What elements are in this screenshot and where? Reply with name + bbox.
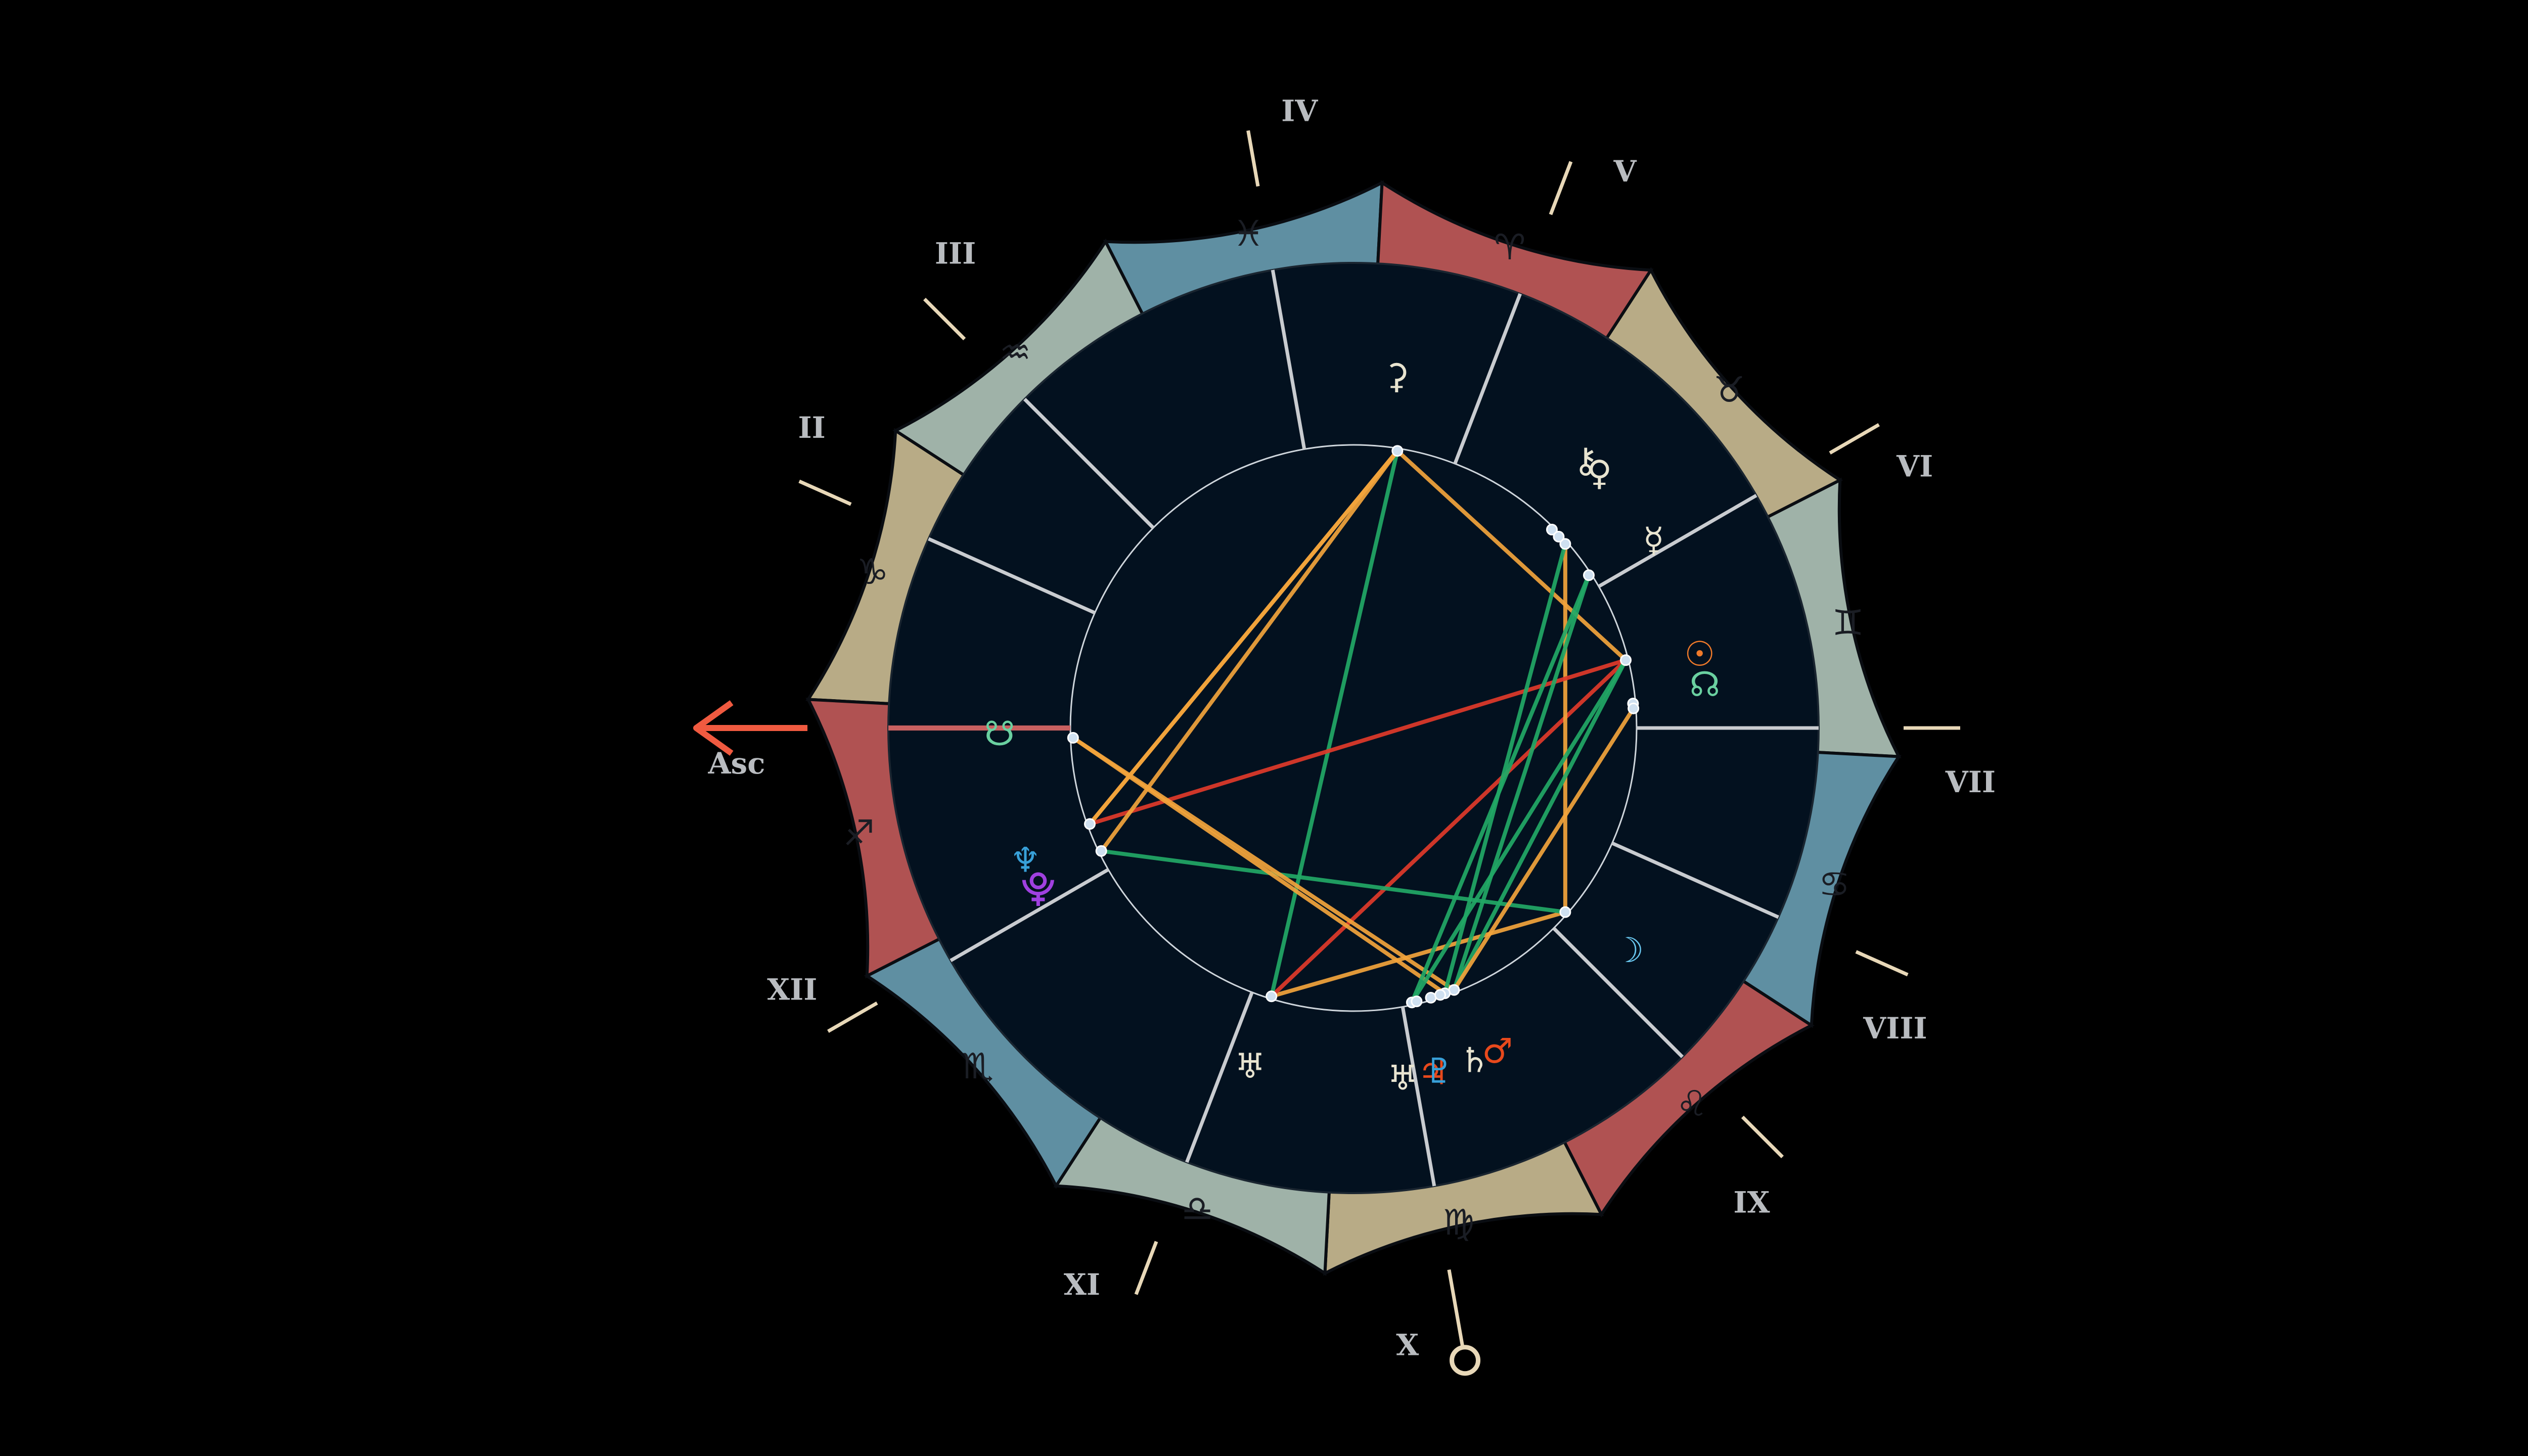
house-label: VI bbox=[1896, 449, 1933, 483]
house-cusp-line bbox=[1598, 493, 1757, 588]
house-tick bbox=[1855, 950, 1909, 977]
house-label: VII bbox=[1945, 765, 1996, 799]
neptune-icon: ♆ bbox=[1010, 841, 1041, 881]
house-tick bbox=[798, 479, 852, 506]
aspect-line-saturn-south-node bbox=[1072, 736, 1446, 995]
house-cusp-line bbox=[1271, 269, 1306, 450]
south-node-point bbox=[1067, 732, 1079, 744]
uranus-small-icon: ♅ bbox=[1387, 1059, 1418, 1099]
house-tick bbox=[1447, 1269, 1464, 1346]
gemini-sign-icon: ♊ bbox=[1832, 602, 1864, 644]
neptune-point bbox=[1095, 845, 1107, 857]
moon-icon: ☽ bbox=[1613, 931, 1644, 971]
mars-icon: ♂ bbox=[1482, 1031, 1513, 1071]
saturn-icon: ♄ bbox=[1459, 1040, 1490, 1080]
pisces-sign-icon: ♓ bbox=[1233, 213, 1265, 254]
aspect-line-uranus-ceres bbox=[1269, 450, 1400, 997]
pluto-icon: ♇ bbox=[1424, 1052, 1455, 1091]
house-cusp-line bbox=[928, 537, 1096, 615]
house-cusp-line bbox=[950, 868, 1109, 963]
house-label: VIII bbox=[1863, 1011, 1927, 1045]
aspect-line-ceres-neptune bbox=[1099, 449, 1400, 852]
aspect-lines bbox=[1072, 449, 1636, 1004]
house-cusps bbox=[798, 130, 1960, 1376]
house-tick bbox=[923, 297, 966, 341]
uranus-point bbox=[1266, 990, 1278, 1003]
sun-point bbox=[1620, 654, 1632, 666]
ascendant-arrow-icon bbox=[693, 700, 734, 756]
chiron-point bbox=[1546, 524, 1558, 536]
house-tick bbox=[1134, 1241, 1158, 1295]
ceres-icon: ⚳ bbox=[1384, 357, 1409, 397]
mercury-point bbox=[1583, 569, 1595, 581]
capricorn-sign-icon: ♑ bbox=[857, 551, 889, 593]
pluto-point bbox=[1425, 992, 1437, 1004]
ceres-point bbox=[1391, 445, 1404, 457]
virgo-sign-icon: ♍ bbox=[1443, 1202, 1475, 1243]
house-cusp-line bbox=[1552, 927, 1684, 1059]
south-node-icon: ☋ bbox=[984, 714, 1015, 754]
mercury-icon: ☿ bbox=[1643, 521, 1664, 561]
house-tick bbox=[827, 1001, 878, 1033]
venus-icon: ♀ bbox=[1587, 453, 1612, 493]
house-tick bbox=[1829, 423, 1880, 455]
aspect-line-jupiter-sun bbox=[1410, 659, 1628, 1004]
venus-point bbox=[1559, 538, 1571, 550]
libra-sign-icon: ♎ bbox=[1182, 1188, 1213, 1230]
house-label: IX bbox=[1733, 1185, 1770, 1219]
aspect-line-pluto-alt-ceres bbox=[1088, 449, 1399, 826]
leo-sign-icon: ♌ bbox=[1676, 1083, 1708, 1124]
aspect-line-sun-mars bbox=[1452, 659, 1628, 991]
pluto-alt-icon: ⯓ bbox=[1021, 869, 1055, 908]
extra-2-point bbox=[1628, 702, 1640, 714]
planet-markers: ♃♂♄♇♅♅☽☉☿♀⚷⚳♆⯓☋☊ bbox=[984, 357, 1720, 1099]
cancer-sign-icon: ♋ bbox=[1819, 863, 1850, 905]
aspect-line-moon-neptune bbox=[1101, 849, 1566, 915]
house-cusp-line bbox=[1401, 1006, 1436, 1187]
moon-point bbox=[1559, 906, 1571, 918]
extra-1-point bbox=[1434, 989, 1447, 1001]
ascendant-marker: Asc bbox=[693, 700, 807, 781]
uranus-small-point bbox=[1411, 995, 1423, 1008]
house-label: V bbox=[1613, 154, 1637, 189]
midheaven-icon bbox=[1450, 1345, 1481, 1376]
house-label: XI bbox=[1064, 1267, 1100, 1302]
house-cusp-line bbox=[1023, 397, 1155, 529]
house-tick bbox=[1246, 130, 1260, 187]
house-cusp-line bbox=[1611, 841, 1779, 919]
extra-3-point bbox=[1553, 530, 1565, 542]
house-label: IV bbox=[1281, 94, 1318, 128]
aspect-line-mars-extra-2 bbox=[1452, 707, 1636, 991]
house-tick bbox=[1549, 161, 1573, 215]
aspect-line-jupiter-mercury bbox=[1410, 574, 1591, 1004]
aspect-line-sun-ceres bbox=[1396, 449, 1628, 662]
aquarius-sign-icon: ♒ bbox=[999, 332, 1031, 373]
pluto-alt-point bbox=[1084, 818, 1096, 830]
house-label: XII bbox=[767, 973, 817, 1007]
uranus-icon: ♅ bbox=[1235, 1046, 1266, 1086]
jupiter-icon: ♃ bbox=[1418, 1053, 1449, 1093]
north-node-icon: ☊ bbox=[1690, 665, 1720, 705]
aspect-line-uranus-moon bbox=[1271, 910, 1566, 998]
house-label: III bbox=[935, 237, 976, 271]
chiron-icon: ⚷ bbox=[1573, 441, 1598, 481]
sagittarius-sign-icon: ♐ bbox=[843, 812, 875, 854]
taurus-sign-icon: ♉ bbox=[1713, 369, 1745, 411]
scorpio-sign-icon: ♏ bbox=[962, 1045, 994, 1087]
house-cusp-line bbox=[1453, 293, 1522, 465]
aspect-line-mars-mercury bbox=[1452, 574, 1591, 991]
house-cusp-line bbox=[1185, 991, 1254, 1163]
house-label: X bbox=[1396, 1328, 1419, 1362]
aspect-line-sun-pluto-alt bbox=[1089, 658, 1627, 826]
house-tick bbox=[1741, 1115, 1784, 1159]
house-label: II bbox=[798, 411, 825, 445]
aries-sign-icon: ♈ bbox=[1494, 226, 1526, 268]
sun-icon: ☉ bbox=[1684, 634, 1715, 674]
ascendant-label: Asc bbox=[708, 746, 765, 781]
